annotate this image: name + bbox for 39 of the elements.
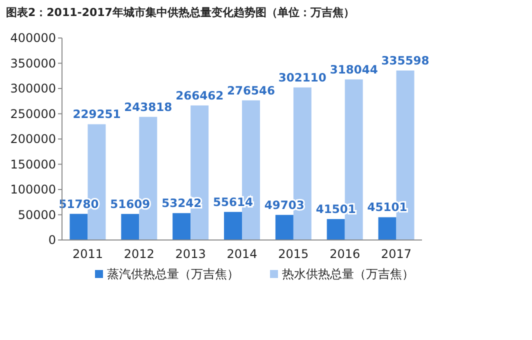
x-tick-label: 2011 — [72, 247, 103, 261]
x-tick-label: 2015 — [278, 247, 309, 261]
y-tick-label: 150000 — [10, 157, 56, 172]
data-label: 266462 — [176, 88, 224, 102]
bar — [70, 214, 88, 240]
data-label: 276546 — [226, 83, 276, 98]
bar — [326, 219, 345, 240]
bar — [172, 213, 191, 240]
data-label: 318044 — [330, 62, 378, 76]
data-label: 49703 — [264, 198, 304, 212]
legend-label: 热水供热总量（万吉焦） — [282, 267, 414, 281]
y-tick-label: 400000 — [10, 31, 56, 46]
data-label: 53242 — [162, 196, 202, 210]
chart-title: 图表2：2011-2017年城市集中供热总量变化趋势图（单位：万吉焦） — [6, 6, 354, 19]
y-tick-label: 200000 — [10, 132, 56, 146]
y-tick-label: 300000 — [10, 82, 56, 96]
data-label: 41501 — [316, 202, 356, 216]
data-label: 229251 — [72, 107, 121, 122]
y-tick-label: 50000 — [18, 208, 56, 222]
y-tick-label: 350000 — [10, 56, 56, 70]
x-tick-label: 2012 — [124, 247, 154, 261]
x-tick-label: 2017 — [381, 247, 412, 261]
bar — [275, 214, 294, 240]
data-label: 55614 — [212, 194, 254, 209]
data-label: 302110 — [278, 70, 326, 84]
data-label: 243818 — [124, 100, 172, 114]
x-tick-label: 2014 — [226, 247, 258, 261]
data-label: 335598 — [381, 54, 430, 68]
y-tick-label: 0 — [48, 233, 56, 248]
data-label: 51609 — [110, 196, 150, 211]
x-tick-label: 2016 — [330, 247, 360, 261]
x-tick-label: 2013 — [175, 247, 206, 261]
bar — [378, 217, 396, 240]
legend-label: 蒸汽供热总量（万吉焦） — [107, 267, 239, 281]
y-tick-label: 250000 — [10, 106, 56, 121]
y-tick-label: 100000 — [10, 182, 56, 197]
bar — [224, 212, 242, 240]
data-label: 45101 — [367, 200, 408, 214]
bar — [121, 214, 140, 240]
